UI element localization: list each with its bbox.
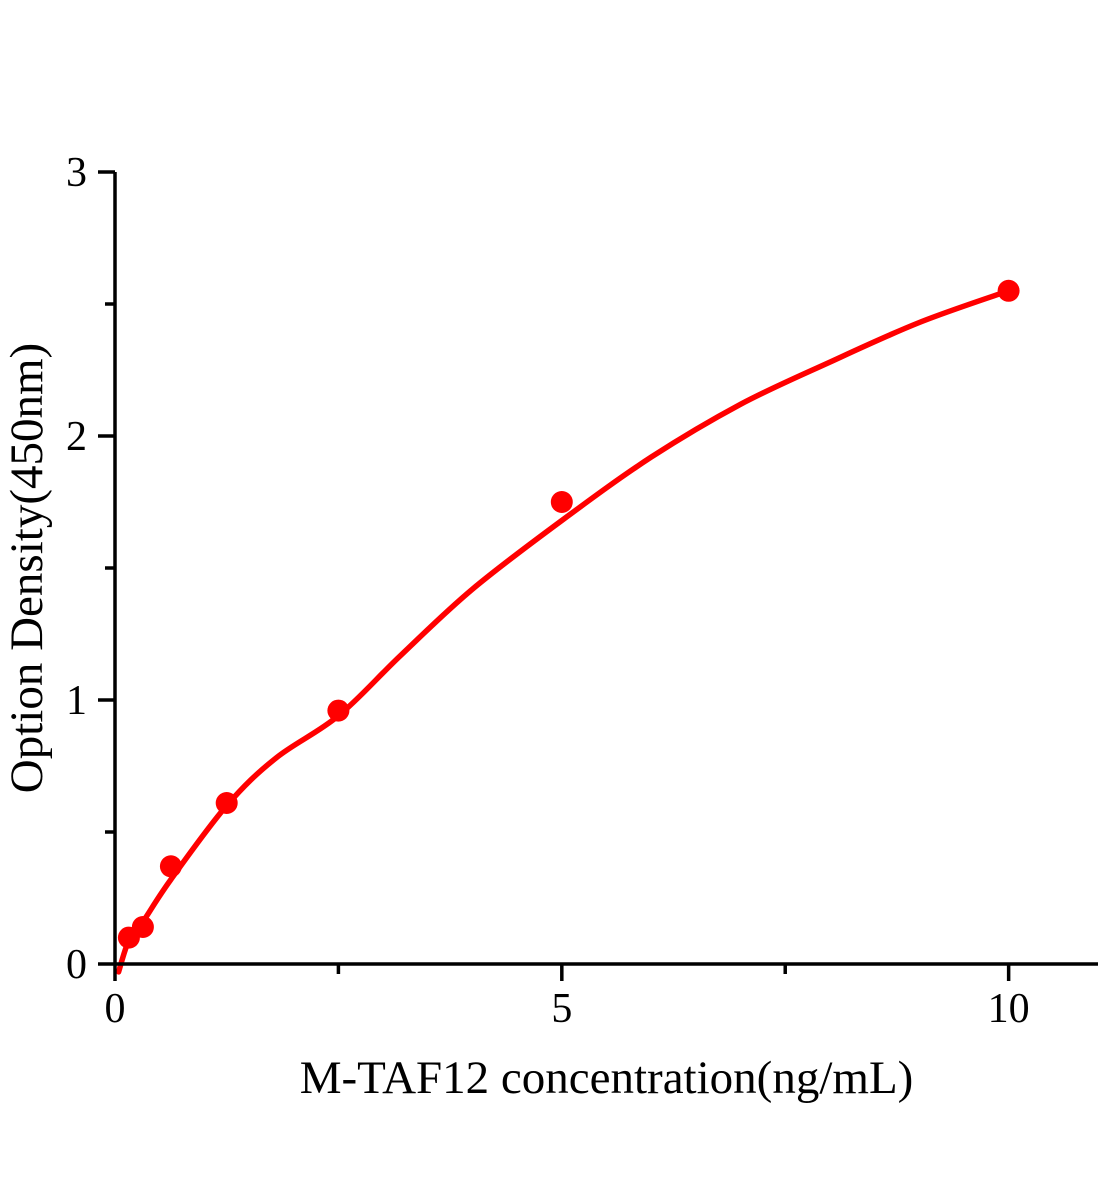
x-tick-label: 0 [105,986,126,1032]
y-tick-label: 0 [66,942,87,988]
data-point [215,792,238,814]
tick-label-layer: 0 5 10 0 1 2 3 [66,150,1030,1032]
y-tick-label: 3 [66,150,87,196]
data-point [327,699,350,722]
y-tick-label: 2 [66,414,87,460]
data-point-layer [117,279,1020,949]
data-point [131,916,154,938]
y-axis-title: Option Density(450nm) [1,343,53,793]
data-point [997,279,1020,302]
x-tick-label: 5 [551,986,572,1032]
y-tick-label: 1 [66,678,87,724]
fit-curve-layer [115,288,1012,975]
x-tick-label: 10 [988,986,1030,1032]
axes-layer [98,170,1098,981]
x-axis-title: M-TAF12 concentration(ng/mL) [300,1052,914,1104]
data-point [159,855,182,878]
fit-curve [115,288,1012,975]
data-point [550,491,573,513]
